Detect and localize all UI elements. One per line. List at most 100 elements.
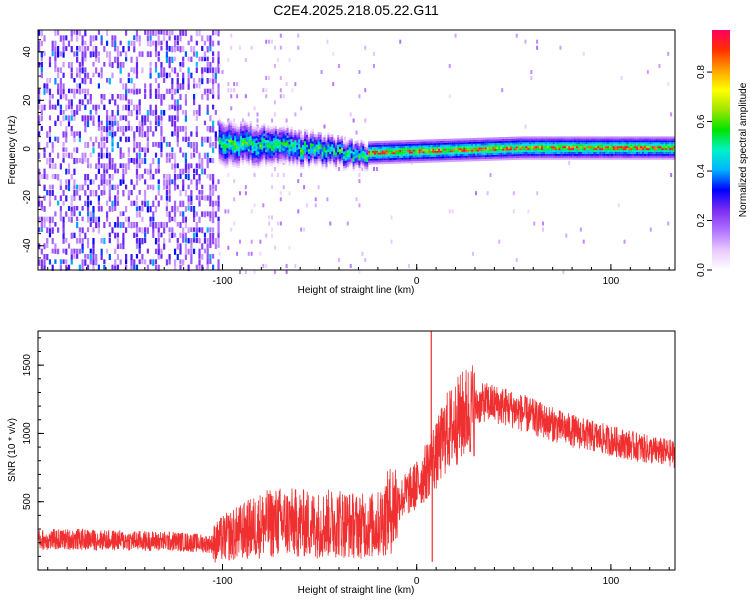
- heatmap-cell: [265, 151, 268, 155]
- heatmap-cell: [280, 134, 283, 138]
- heatmap-cell: [43, 147, 46, 153]
- heatmap-cell: [296, 149, 299, 153]
- heatmap-cell: [366, 169, 369, 172]
- heatmap-cell: [480, 159, 483, 162]
- heatmap-cell: [217, 88, 220, 96]
- heatmap-cell: [130, 254, 133, 261]
- heatmap-cell: [81, 259, 84, 266]
- heatmap-cell: [661, 138, 664, 141]
- heatmap-cell: [533, 138, 536, 141]
- heatmap-cell: [383, 152, 386, 155]
- heatmap-cell: [368, 154, 371, 157]
- heatmap-cell: [313, 158, 316, 162]
- heatmap-cell: [655, 151, 658, 154]
- heatmap-cell: [449, 160, 452, 163]
- heatmap-cell: [261, 134, 264, 138]
- heatmap-cell: [57, 115, 60, 122]
- heatmap-cell: [471, 141, 474, 144]
- heatmap-cell: [410, 141, 413, 144]
- heatmap-cell: [176, 254, 179, 261]
- heatmap-cell: [515, 144, 518, 147]
- heatmap-cell: [135, 254, 139, 259]
- heatmap-cell: [265, 263, 268, 268]
- heatmap-cell: [525, 136, 528, 139]
- heatmap-cell: [364, 144, 367, 148]
- heatmap-cell: [70, 206, 73, 212]
- heatmap-cell: [184, 110, 188, 116]
- heatmap-cell: [311, 148, 314, 152]
- heatmap-cell: [488, 141, 491, 144]
- heatmap-cell: [440, 158, 443, 161]
- heatmap-cell: [274, 157, 278, 161]
- heatmap-cell: [447, 144, 450, 147]
- heatmap-cell: [114, 200, 117, 207]
- heatmap-cell: [48, 259, 52, 265]
- heatmap-cell: [192, 248, 196, 254]
- heatmap-cell: [608, 151, 612, 154]
- heatmap-cell: [410, 155, 413, 158]
- heatmap-cell: [138, 227, 141, 233]
- heatmap-cell: [521, 138, 524, 141]
- heatmap-cell: [230, 147, 233, 150]
- heatmap-cell: [278, 154, 281, 157]
- heatmap-cell: [523, 140, 526, 143]
- heatmap-cell: [302, 144, 305, 148]
- heatmap-cell: [282, 155, 285, 159]
- heatmap-cell: [298, 139, 301, 142]
- heatmap-cell: [671, 155, 674, 158]
- heatmap-cell: [426, 154, 429, 157]
- heatmap-cell: [122, 104, 125, 111]
- heatmap-cell: [474, 139, 478, 142]
- heatmap-cell: [157, 184, 160, 190]
- heatmap-cell: [366, 154, 369, 158]
- heatmap-cell: [424, 160, 427, 163]
- heatmap-cell: [397, 153, 400, 156]
- heatmap-cell: [601, 140, 604, 143]
- heatmap-cell: [333, 145, 336, 148]
- heatmap-cell: [311, 136, 314, 139]
- heatmap-cell: [182, 110, 185, 115]
- heatmap-cell: [455, 142, 458, 145]
- heatmap-cell: [570, 157, 573, 160]
- heatmap-cell: [209, 142, 212, 148]
- heatmap-cell: [607, 142, 610, 145]
- heatmap-cell: [506, 144, 509, 147]
- heatmap-cell: [154, 206, 158, 213]
- heatmap-cell: [408, 139, 412, 142]
- heatmap-cell: [70, 110, 73, 116]
- heatmap-cell: [138, 152, 141, 159]
- heatmap-cell: [558, 142, 561, 145]
- heatmap-cell: [356, 154, 359, 158]
- heatmap-cell: [173, 200, 177, 207]
- heatmap-cell: [469, 141, 472, 144]
- heatmap-cell: [636, 136, 639, 139]
- heatmap-cell: [443, 142, 446, 145]
- heatmap-cell: [540, 138, 544, 141]
- heatmap-cell: [447, 142, 450, 145]
- heatmap-cell: [212, 158, 215, 164]
- heatmap-cell: [540, 153, 544, 156]
- heatmap-cell: [352, 118, 355, 123]
- heatmap-cell: [451, 209, 454, 214]
- heatmap-cell: [313, 148, 316, 152]
- heatmap-cell: [443, 144, 446, 147]
- heatmap-cell: [206, 243, 209, 249]
- heatmap-cell: [184, 136, 188, 143]
- heatmap-cell: [284, 152, 287, 155]
- heatmap-cell: [531, 157, 534, 160]
- heatmap-cell: [220, 155, 223, 158]
- heatmap-cell: [612, 146, 615, 149]
- heatmap-cell: [304, 131, 307, 135]
- heatmap-cell: [457, 159, 460, 162]
- heatmap-cell: [519, 155, 522, 158]
- heatmap-cell: [455, 150, 458, 153]
- heatmap-cell: [259, 154, 262, 157]
- heatmap-cell: [469, 138, 472, 141]
- heatmap-cell: [218, 139, 221, 143]
- heatmap-cell: [238, 150, 241, 154]
- heatmap-cell: [100, 152, 103, 159]
- heatmap-cell: [144, 168, 147, 174]
- heatmap-cell: [212, 94, 215, 99]
- heatmap-cell: [272, 130, 276, 134]
- heatmap-cell: [228, 134, 231, 138]
